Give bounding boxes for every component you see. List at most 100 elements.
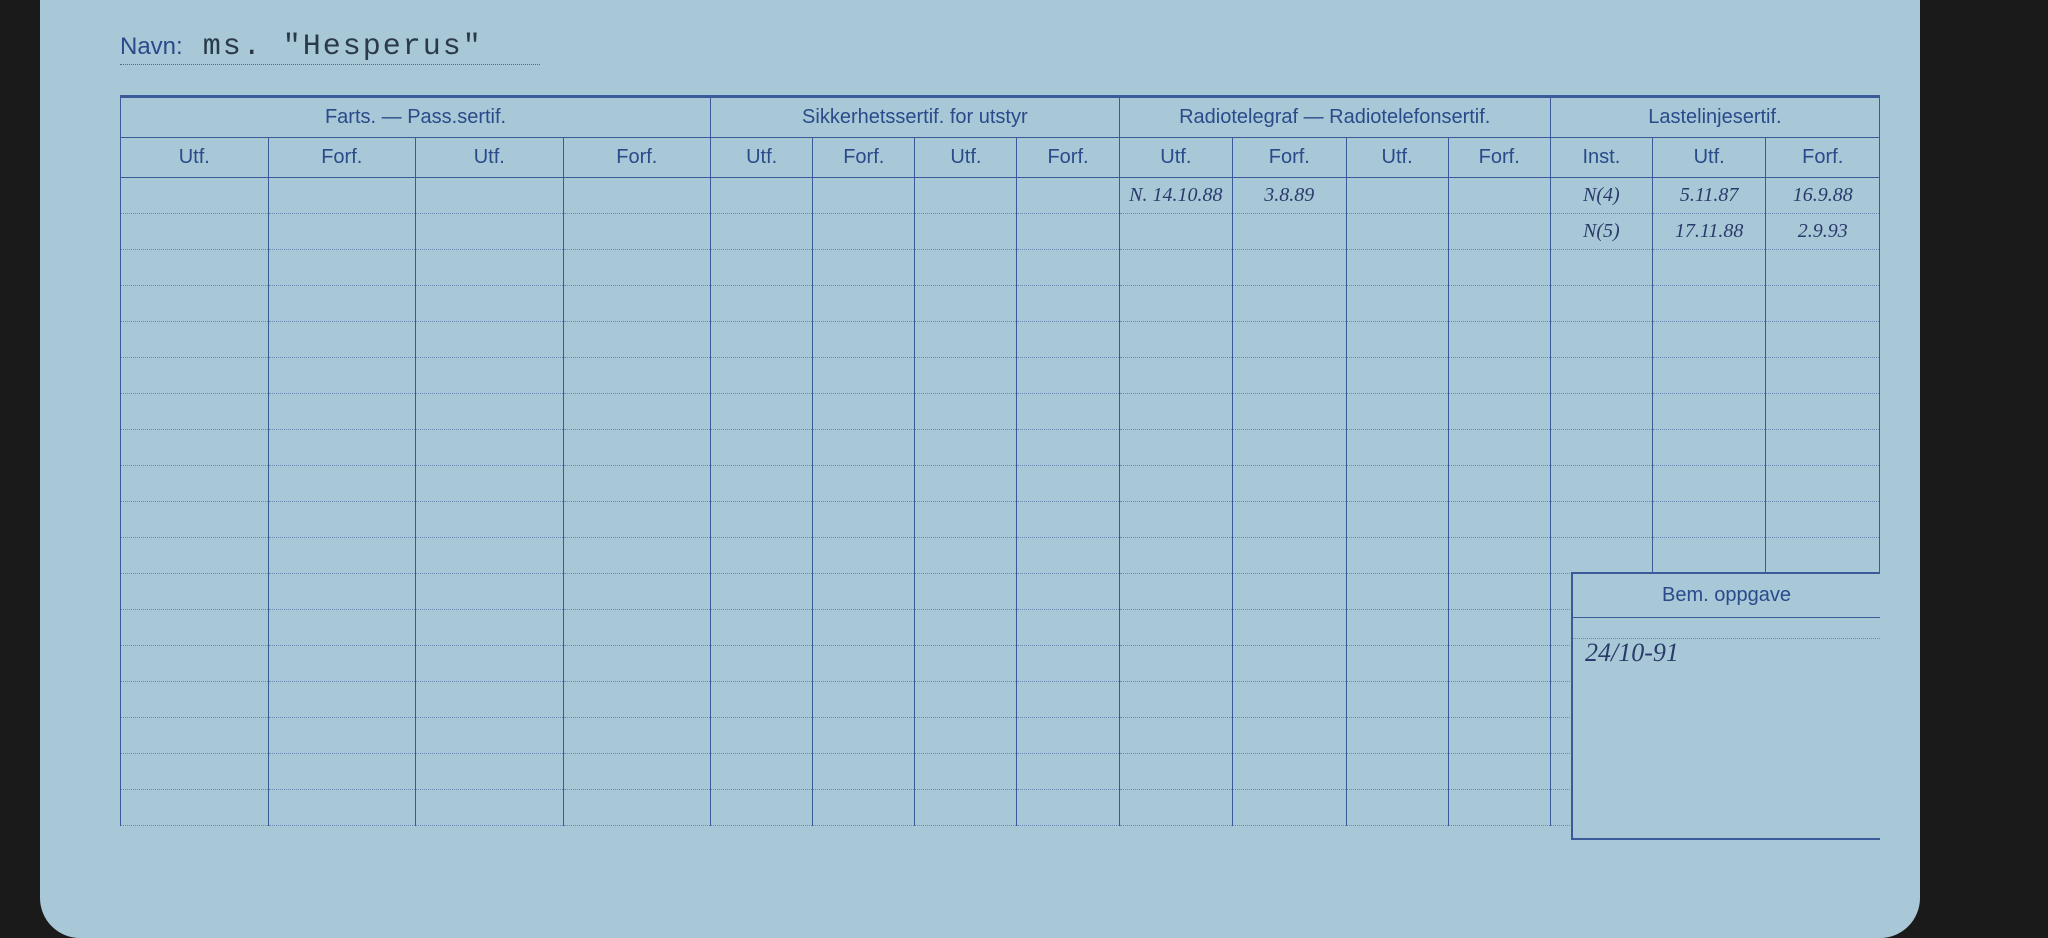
cell [1550, 430, 1652, 466]
cell [268, 322, 416, 358]
cell [1652, 394, 1765, 430]
cell [121, 394, 269, 430]
cell [711, 502, 813, 538]
cell [563, 682, 711, 718]
cell [813, 466, 915, 502]
cell [268, 286, 416, 322]
cell [1233, 286, 1346, 322]
cell [1448, 358, 1550, 394]
table-head: Farts. — Pass.sertif. Sikkerhetssertif. … [121, 98, 1880, 178]
name-label: Navn: [120, 33, 183, 61]
cell [1448, 538, 1550, 574]
table-row [121, 286, 1880, 322]
cell: N. 14.10.88 [1119, 178, 1232, 214]
table-row [121, 358, 1880, 394]
cell [1652, 538, 1765, 574]
col-header: Forf. [1766, 138, 1880, 178]
cell [1017, 754, 1119, 790]
cell [1766, 466, 1880, 502]
cell [711, 322, 813, 358]
table-row [121, 430, 1880, 466]
cell [1119, 358, 1232, 394]
cell [1017, 286, 1119, 322]
cell [268, 754, 416, 790]
cell [1346, 682, 1448, 718]
cell [1233, 466, 1346, 502]
cell [121, 790, 269, 826]
cell [1448, 178, 1550, 214]
cell [813, 718, 915, 754]
cell [121, 466, 269, 502]
cell [1652, 250, 1765, 286]
group-header: Lastelinjesertif. [1550, 98, 1879, 138]
col-header: Utf. [1346, 138, 1448, 178]
cell [563, 466, 711, 502]
cell [563, 754, 711, 790]
cell [1550, 358, 1652, 394]
cell [268, 178, 416, 214]
cell [1652, 466, 1765, 502]
cell [1652, 322, 1765, 358]
cell [563, 214, 711, 250]
cell [711, 466, 813, 502]
cell [915, 502, 1017, 538]
cell [915, 646, 1017, 682]
cell [416, 754, 564, 790]
cell [1550, 394, 1652, 430]
cell [416, 682, 564, 718]
cell [563, 790, 711, 826]
cell [563, 646, 711, 682]
cell [711, 790, 813, 826]
cell [121, 250, 269, 286]
cell [1550, 502, 1652, 538]
cell [1448, 322, 1550, 358]
cell [1448, 718, 1550, 754]
col-header: Forf. [1448, 138, 1550, 178]
cell [915, 718, 1017, 754]
cell [1233, 322, 1346, 358]
cell [416, 178, 564, 214]
cell [1119, 502, 1232, 538]
cell [813, 286, 915, 322]
col-header: Utf. [1119, 138, 1232, 178]
cell [416, 250, 564, 286]
cell: 17.11.88 [1652, 214, 1765, 250]
cell [813, 178, 915, 214]
cell [1119, 610, 1232, 646]
bem-oppgave-box: Bem. oppgave 24/10-91 [1571, 572, 1880, 840]
cell [416, 646, 564, 682]
cell [1119, 790, 1232, 826]
cell [268, 502, 416, 538]
cell [416, 322, 564, 358]
cell [813, 250, 915, 286]
col-header: Utf. [711, 138, 813, 178]
col-header: Forf. [268, 138, 416, 178]
cell [1233, 250, 1346, 286]
cell [563, 610, 711, 646]
cell [1346, 466, 1448, 502]
table-row [121, 250, 1880, 286]
cell [416, 430, 564, 466]
cell [563, 178, 711, 214]
cell [563, 718, 711, 754]
cell [1233, 538, 1346, 574]
binder-hole [1958, 842, 2006, 890]
cell [1119, 430, 1232, 466]
cell [1448, 790, 1550, 826]
cell [1448, 682, 1550, 718]
cell: 5.11.87 [1652, 178, 1765, 214]
cell [563, 358, 711, 394]
cell [1448, 430, 1550, 466]
cell [711, 538, 813, 574]
bem-header: Bem. oppgave [1573, 574, 1880, 618]
cell [1550, 538, 1652, 574]
cell [813, 790, 915, 826]
cell [268, 394, 416, 430]
binder-hole [1958, 578, 2006, 626]
cell [1652, 502, 1765, 538]
cell [1017, 322, 1119, 358]
cell [915, 286, 1017, 322]
cell [1017, 178, 1119, 214]
col-header: Forf. [1233, 138, 1346, 178]
binder-hole [1958, 666, 2006, 714]
